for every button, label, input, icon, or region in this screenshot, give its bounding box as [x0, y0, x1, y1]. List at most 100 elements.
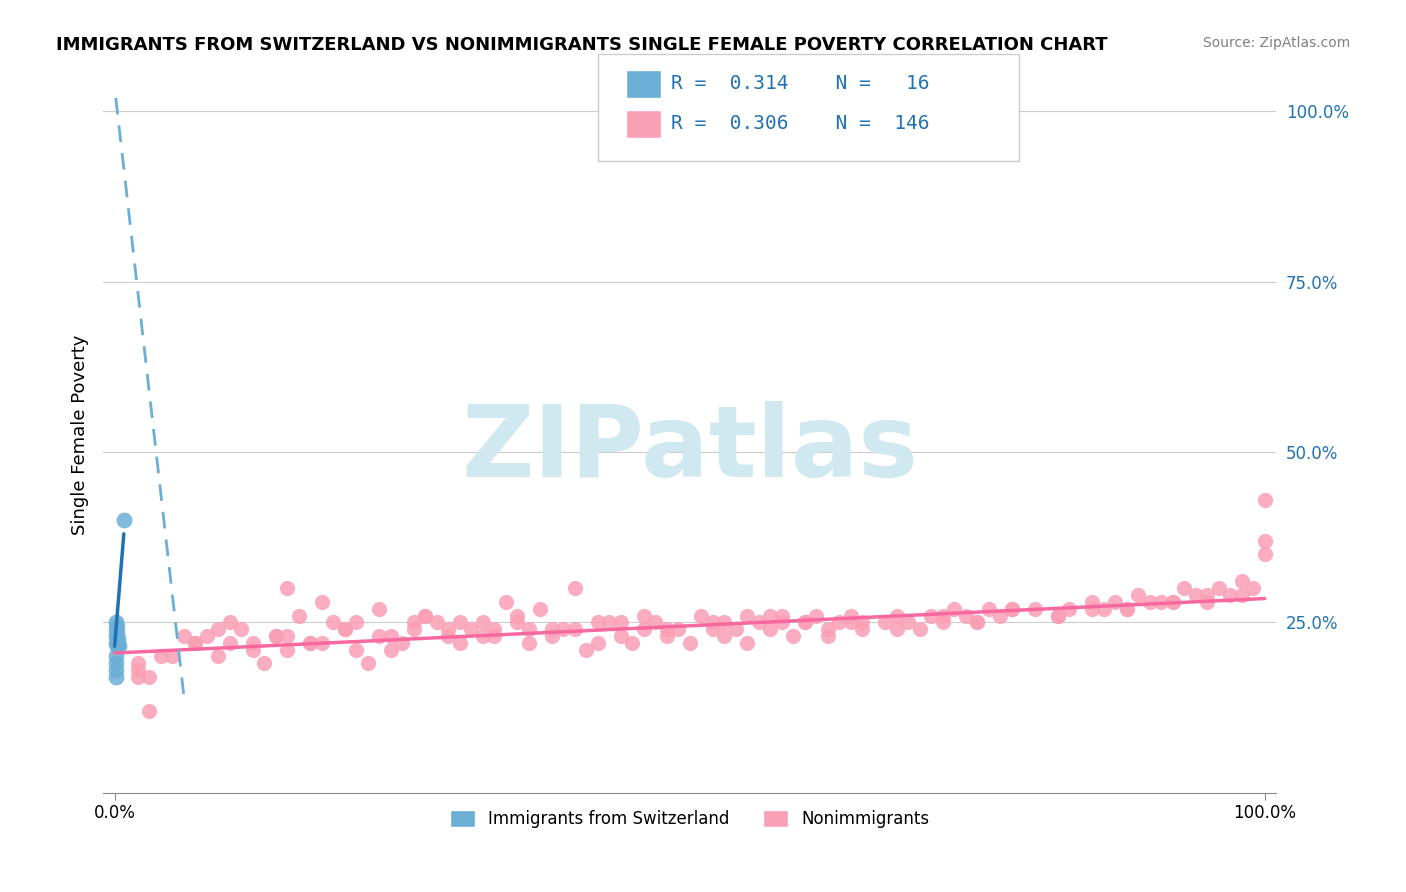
- Point: [1057, 601, 1080, 615]
- Point: [586, 636, 609, 650]
- Point: [666, 622, 689, 636]
- Point: [886, 608, 908, 623]
- Point: [564, 582, 586, 596]
- Point: [104, 663, 127, 677]
- Point: [702, 615, 724, 630]
- Point: [1241, 582, 1264, 596]
- Point: [1230, 588, 1253, 602]
- Point: [264, 629, 287, 643]
- Point: [356, 657, 378, 671]
- Point: [793, 615, 815, 630]
- Point: [655, 622, 678, 636]
- Point: [1253, 547, 1275, 561]
- Point: [644, 615, 666, 630]
- Point: [138, 670, 160, 684]
- Point: [333, 622, 356, 636]
- Point: [564, 622, 586, 636]
- Point: [112, 513, 135, 527]
- Point: [748, 615, 770, 630]
- Point: [104, 615, 127, 630]
- Point: [977, 601, 1000, 615]
- Point: [380, 642, 402, 657]
- Point: [344, 642, 367, 657]
- Point: [299, 636, 322, 650]
- Point: [931, 608, 953, 623]
- Point: [104, 670, 127, 684]
- Point: [540, 629, 562, 643]
- Point: [517, 622, 540, 636]
- Point: [460, 622, 482, 636]
- Point: [449, 636, 471, 650]
- Point: [609, 629, 631, 643]
- Point: [104, 657, 127, 671]
- Point: [804, 608, 827, 623]
- Point: [402, 615, 425, 630]
- Text: ZIPatlas: ZIPatlas: [461, 401, 918, 498]
- Point: [471, 629, 494, 643]
- Text: R =  0.306    N =  146: R = 0.306 N = 146: [671, 114, 929, 134]
- Point: [506, 608, 529, 623]
- Point: [160, 649, 183, 664]
- Text: R =  0.314    N =   16: R = 0.314 N = 16: [671, 74, 929, 94]
- Point: [108, 639, 131, 653]
- Point: [184, 636, 207, 650]
- Point: [713, 615, 735, 630]
- Point: [1197, 588, 1219, 602]
- Point: [713, 629, 735, 643]
- Point: [529, 601, 551, 615]
- Point: [851, 615, 873, 630]
- Point: [759, 608, 782, 623]
- Point: [253, 657, 276, 671]
- Y-axis label: Single Female Poverty: Single Female Poverty: [72, 334, 89, 535]
- Point: [1161, 595, 1184, 609]
- Point: [127, 670, 149, 684]
- Point: [678, 636, 700, 650]
- Point: [1092, 601, 1115, 615]
- Point: [173, 629, 195, 643]
- Point: [311, 636, 333, 650]
- Point: [1208, 582, 1230, 596]
- Point: [287, 608, 309, 623]
- Point: [782, 629, 804, 643]
- Point: [333, 622, 356, 636]
- Point: [471, 615, 494, 630]
- Point: [943, 601, 966, 615]
- Point: [276, 642, 298, 657]
- Point: [621, 636, 644, 650]
- Point: [218, 615, 240, 630]
- Point: [839, 615, 862, 630]
- Point: [138, 704, 160, 718]
- Point: [966, 615, 988, 630]
- Point: [276, 629, 298, 643]
- Point: [104, 629, 127, 643]
- Point: [495, 595, 517, 609]
- Point: [1046, 608, 1069, 623]
- Point: [380, 629, 402, 643]
- Point: [449, 615, 471, 630]
- Point: [344, 615, 367, 630]
- Point: [1000, 601, 1022, 615]
- Point: [735, 608, 758, 623]
- Point: [908, 622, 931, 636]
- Point: [195, 629, 218, 643]
- Point: [322, 615, 344, 630]
- Point: [402, 622, 425, 636]
- Point: [107, 636, 129, 650]
- Point: [1173, 582, 1195, 596]
- Point: [105, 636, 128, 650]
- Point: [897, 615, 920, 630]
- Point: [966, 615, 988, 630]
- Point: [1139, 595, 1161, 609]
- Point: [633, 622, 655, 636]
- Point: [104, 649, 127, 664]
- Point: [105, 639, 128, 653]
- Text: Source: ZipAtlas.com: Source: ZipAtlas.com: [1202, 36, 1350, 50]
- Point: [724, 622, 747, 636]
- Point: [690, 608, 713, 623]
- Point: [242, 642, 264, 657]
- Point: [817, 622, 839, 636]
- Point: [127, 657, 149, 671]
- Point: [1104, 595, 1126, 609]
- Point: [1081, 601, 1104, 615]
- Point: [482, 622, 505, 636]
